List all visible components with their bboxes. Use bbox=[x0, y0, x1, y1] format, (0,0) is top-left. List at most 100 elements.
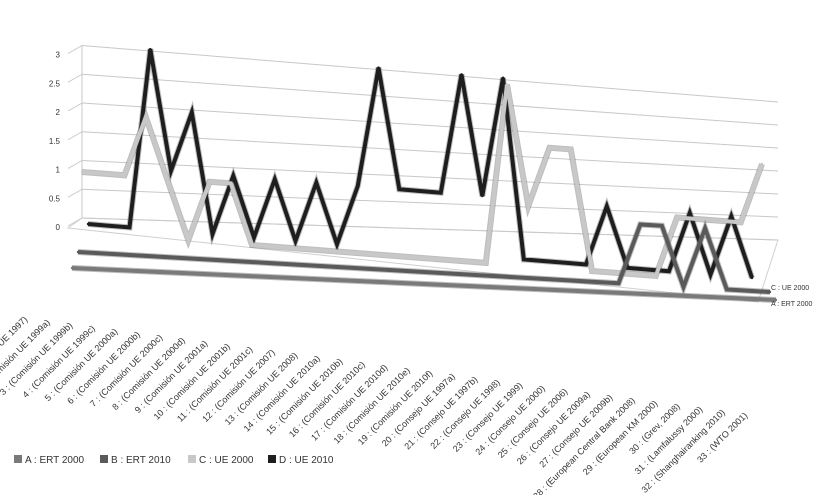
data-point bbox=[141, 254, 145, 257]
data-point bbox=[102, 172, 105, 175]
data-point bbox=[442, 258, 445, 261]
data-point bbox=[315, 181, 318, 184]
data-point bbox=[543, 259, 546, 263]
data-point bbox=[633, 273, 636, 276]
data-point bbox=[273, 177, 276, 181]
data-point bbox=[211, 232, 214, 236]
data-point bbox=[232, 174, 235, 178]
data-point bbox=[530, 277, 534, 280]
data-point bbox=[70, 266, 74, 270]
data-point bbox=[639, 223, 642, 226]
data-point bbox=[184, 257, 188, 260]
data-point bbox=[584, 263, 588, 266]
legend-swatch bbox=[268, 455, 276, 463]
gridline-stub bbox=[67, 160, 83, 169]
data-point bbox=[208, 180, 211, 183]
gridline bbox=[81, 160, 779, 195]
data-point bbox=[626, 266, 629, 270]
data-point bbox=[703, 227, 707, 230]
gridline-stub bbox=[67, 102, 83, 112]
data-point bbox=[574, 279, 577, 282]
legend-label: C : UE 2000 bbox=[199, 455, 254, 466]
data-point bbox=[509, 275, 512, 279]
legend-item: C : UE 2000 bbox=[188, 455, 254, 466]
data-point bbox=[169, 169, 173, 172]
data-point bbox=[654, 274, 657, 278]
data-point bbox=[564, 261, 567, 265]
data-point bbox=[114, 268, 118, 272]
data-point bbox=[576, 289, 580, 293]
data-point bbox=[466, 273, 469, 276]
data-point bbox=[750, 276, 754, 280]
gridline bbox=[81, 45, 779, 103]
data-point bbox=[768, 290, 772, 294]
data-point bbox=[418, 189, 422, 193]
data-point bbox=[250, 243, 254, 247]
data-point bbox=[128, 226, 131, 229]
data-point bbox=[620, 291, 624, 295]
data-point bbox=[647, 268, 650, 271]
gridline-stub bbox=[67, 188, 83, 198]
data-point bbox=[688, 211, 691, 215]
data-point bbox=[224, 273, 228, 277]
data-point bbox=[739, 221, 742, 224]
data-point bbox=[272, 245, 275, 248]
data-point bbox=[460, 73, 463, 76]
data-point bbox=[686, 294, 690, 298]
data-point bbox=[312, 277, 316, 281]
data-point bbox=[399, 255, 402, 258]
y-tick-label: 3 bbox=[56, 51, 61, 60]
data-point bbox=[554, 288, 558, 292]
data-point bbox=[378, 280, 382, 284]
data-point bbox=[401, 269, 404, 272]
data-point bbox=[667, 270, 671, 273]
data-point bbox=[709, 273, 712, 276]
gridline-stub bbox=[67, 45, 83, 54]
data-point bbox=[484, 261, 487, 265]
data-point bbox=[107, 224, 110, 227]
data-point bbox=[252, 236, 256, 239]
data-point bbox=[123, 174, 126, 177]
data-point bbox=[180, 271, 184, 275]
data-point bbox=[682, 285, 685, 289]
data-point bbox=[314, 264, 318, 267]
data-point bbox=[379, 268, 382, 271]
data-point bbox=[249, 260, 253, 264]
data-point bbox=[149, 47, 152, 51]
data-point bbox=[595, 280, 599, 284]
data-point bbox=[747, 289, 750, 292]
data-point bbox=[378, 253, 381, 256]
data-point bbox=[357, 251, 360, 255]
data-point bbox=[356, 279, 360, 283]
depth-axis-label: C : UE 2000 bbox=[771, 285, 809, 292]
legend-label: D : UE 2010 bbox=[279, 455, 334, 466]
data-point bbox=[86, 222, 90, 226]
data-point bbox=[481, 194, 484, 198]
data-point bbox=[522, 258, 525, 261]
depth-axis-label: A : ERT 2000 bbox=[771, 301, 812, 308]
data-point bbox=[136, 269, 140, 273]
data-point bbox=[92, 267, 96, 271]
legend-swatch bbox=[188, 455, 196, 463]
data-point bbox=[439, 191, 442, 194]
data-point bbox=[444, 283, 448, 287]
data-point bbox=[120, 253, 123, 256]
data-point bbox=[187, 238, 190, 242]
data-point bbox=[271, 262, 274, 265]
data-point bbox=[206, 258, 209, 261]
data-point bbox=[590, 269, 594, 273]
data-point bbox=[334, 278, 338, 282]
data-point bbox=[510, 286, 514, 290]
depth-axis-labels: A : ERT 2000 C : UE 2000 bbox=[771, 285, 812, 308]
data-point bbox=[294, 239, 297, 243]
data-point bbox=[290, 276, 294, 280]
data-point bbox=[664, 293, 668, 297]
data-point bbox=[730, 215, 733, 218]
data-point bbox=[532, 287, 536, 291]
legend-item: D : UE 2010 bbox=[268, 455, 334, 466]
data-point bbox=[444, 272, 447, 275]
data-point bbox=[229, 182, 232, 185]
gridline-stub bbox=[67, 73, 83, 83]
